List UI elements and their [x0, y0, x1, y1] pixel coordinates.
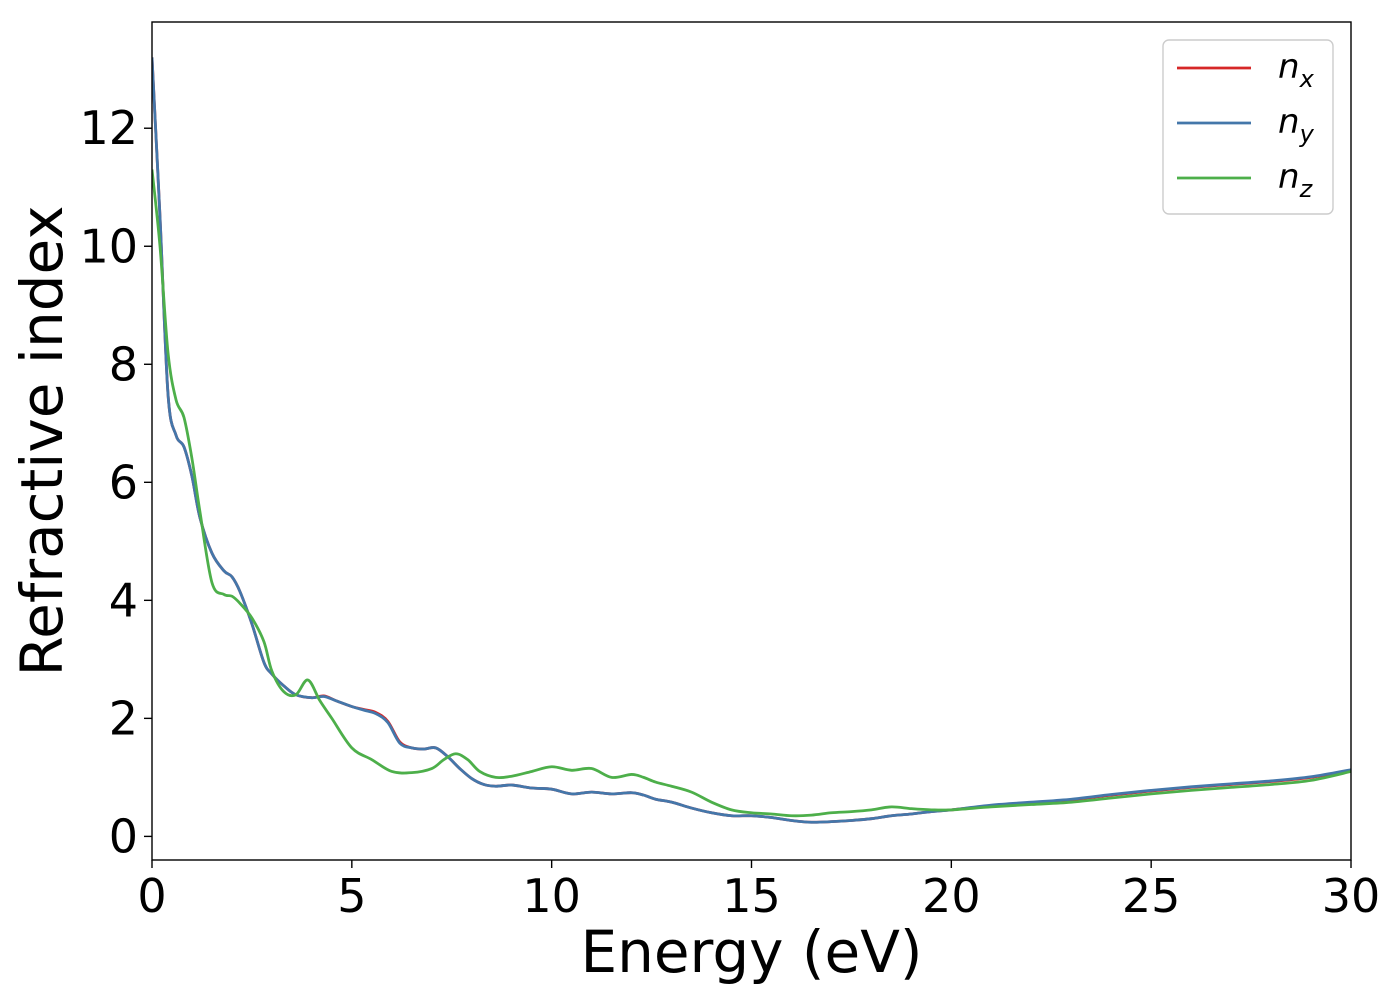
y-tick-label: 4 — [109, 573, 138, 627]
y-tick-label: 12 — [79, 101, 138, 155]
y-tick-label: 6 — [109, 455, 138, 509]
legend-entry-z: nz — [1278, 157, 1314, 203]
x-tick-label: 5 — [337, 869, 366, 923]
y-tick-label: 2 — [109, 691, 138, 745]
series-line-y — [152, 57, 1351, 824]
legend-box — [1162, 39, 1334, 215]
x-tick-label: 30 — [1322, 869, 1381, 923]
y-axis: 0 2 4 6 8 10 12 — [79, 101, 152, 863]
y-tick-label: 0 — [109, 809, 138, 863]
y-tick-label: 8 — [109, 337, 138, 391]
legend-entry-y: ny — [1278, 102, 1315, 148]
y-tick-label: 10 — [79, 219, 138, 273]
legend-entry-x: nx — [1278, 47, 1315, 93]
x-tick-label: 20 — [922, 869, 981, 923]
x-tick-label: 0 — [137, 869, 166, 923]
y-axis-label: Refractive index — [8, 205, 76, 676]
x-tick-label: 25 — [1122, 869, 1181, 923]
legend: nx ny nz — [1162, 39, 1334, 215]
series-line-z — [152, 169, 1351, 818]
x-axis: 0 5 10 15 20 25 30 — [137, 860, 1380, 923]
x-tick-label: 15 — [722, 869, 781, 923]
x-axis-label: Energy (eV) — [580, 918, 922, 986]
x-tick-label: 10 — [522, 869, 581, 923]
series-layer — [152, 57, 1351, 824]
